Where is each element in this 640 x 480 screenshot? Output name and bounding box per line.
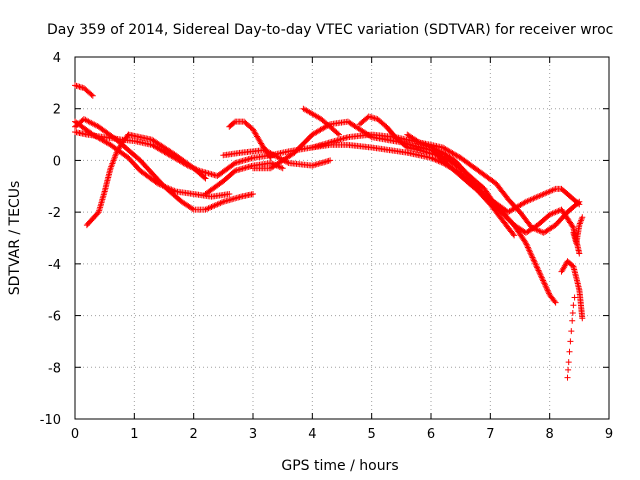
series-track-4 [72, 118, 233, 200]
y-tick-label: -4 [48, 258, 61, 273]
grid [75, 57, 609, 419]
x-tick-label: 5 [368, 427, 376, 442]
x-tick-label: 6 [427, 427, 435, 442]
x-tick-label: 1 [130, 427, 138, 442]
y-axis-label: SDTVAR / TECUs [7, 181, 23, 296]
y-tick-label: -8 [48, 361, 61, 376]
y-tick-label: 0 [53, 154, 61, 169]
data-marks [72, 82, 586, 381]
plot-frame [74, 56, 610, 420]
data-point-markers [404, 131, 583, 257]
data-point-markers [570, 214, 586, 247]
series-track-15 [558, 258, 586, 322]
x-axis-label: GPS time / hours [281, 458, 398, 474]
x-tick-label: 8 [546, 427, 554, 442]
series-track-3 [72, 116, 256, 213]
axes: 0 1 2 3 4 5 6 7 8 9 -10 -8 -6 -4 -2 0 2 4 [40, 51, 613, 442]
y-tick-label: 2 [53, 103, 61, 118]
x-tick-label: 7 [486, 427, 494, 442]
series-track-14 [404, 131, 583, 257]
data-point-markers [564, 294, 578, 381]
y-tick-label: -6 [48, 310, 61, 325]
data-point-markers [72, 118, 233, 200]
y-tick-label: -2 [48, 206, 61, 221]
x-tick-label: 0 [71, 427, 79, 442]
x-tick-label: 3 [249, 427, 257, 442]
data-point-markers [83, 131, 132, 229]
series-track-5 [83, 131, 132, 229]
series-track-16 [564, 294, 578, 381]
x-tick-label: 4 [308, 427, 316, 442]
series-track-17 [570, 214, 586, 247]
data-point-markers [72, 129, 518, 239]
series-track-11 [300, 105, 342, 138]
chart-title: Day 359 of 2014, Sidereal Day-to-day VTE… [47, 22, 613, 38]
y-tick-label: -10 [40, 413, 61, 428]
data-point-markers [72, 82, 96, 99]
series-track-1 [72, 82, 96, 99]
y-tick-label: 4 [53, 51, 61, 66]
series-track-2 [72, 129, 518, 239]
data-point-markers [125, 131, 209, 182]
data-point-markers [558, 258, 586, 322]
x-tick-label: 9 [605, 427, 613, 442]
data-point-markers [300, 105, 342, 138]
series-track-6 [125, 131, 209, 182]
data-point-markers [72, 116, 256, 213]
x-tick-label: 2 [190, 427, 198, 442]
